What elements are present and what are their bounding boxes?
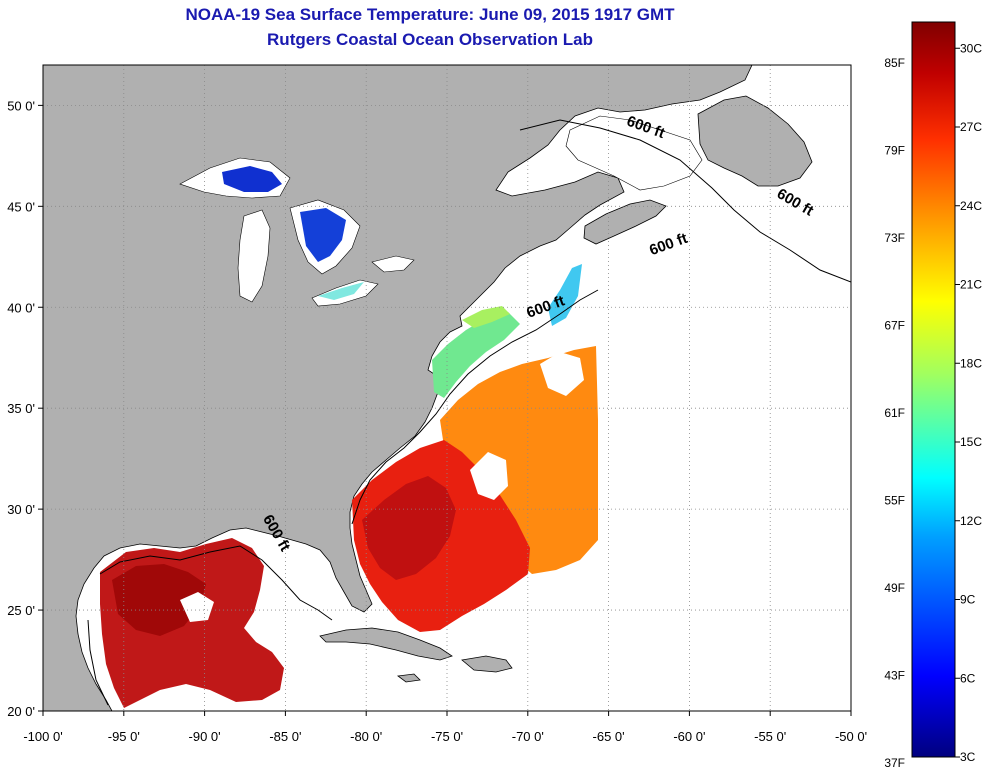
colorbar-c-label: 6C — [960, 671, 976, 685]
colorbar-f-label: 37F — [884, 756, 905, 770]
cloud-patch — [540, 352, 584, 396]
lon-tick-label: -60 0' — [673, 729, 705, 744]
colorbar-f-label: 79F — [884, 143, 905, 157]
lon-tick-label: -90 0' — [189, 729, 221, 744]
map-title: NOAA-19 Sea Surface Temperature: June 09… — [185, 5, 675, 24]
lon-tick-label: -80 0' — [350, 729, 382, 744]
map-grid — [38, 65, 852, 716]
colorbar-c-label: 30C — [960, 41, 982, 55]
colorbar-f-label: 43F — [884, 668, 905, 682]
colorbar-f-label: 49F — [884, 581, 905, 595]
sst-lake-huron — [300, 208, 346, 262]
sst-gulf-darkred — [112, 564, 206, 636]
colorbar-fahrenheit-labels: 85F 79F 73F 67F 61F 55F 49F 43F 37F — [884, 56, 905, 770]
colorbar-c-label: 18C — [960, 356, 982, 370]
cloud-patch — [180, 592, 214, 622]
land-nova-scotia — [583, 199, 667, 245]
sst-nj-shelf — [462, 306, 510, 328]
isobath-line — [351, 289, 599, 525]
colorbar-c-label: 24C — [960, 199, 982, 213]
isobath-line — [87, 619, 109, 706]
colorbar-f-label: 55F — [884, 493, 905, 507]
lon-tick-label: -75 0' — [431, 729, 463, 744]
land-jamaica — [396, 673, 421, 683]
colorbar-celsius-labels: 30C 27C 24C 21C 18C 15C 12C 9C 6C 3C — [955, 41, 982, 764]
lon-tick-label: -50 0' — [835, 729, 867, 744]
isobath-line — [519, 119, 851, 283]
sst-scotian-shelf — [548, 264, 582, 326]
lat-tick-label: 40 0' — [7, 300, 35, 315]
colorbar-c-label: 12C — [960, 514, 982, 528]
lake-michigan — [237, 209, 271, 303]
latitude-axis: 20 0' 25 0' 30 0' 35 0' 40 0' 45 0' 50 0' — [7, 98, 35, 719]
lon-tick-label: -100 0' — [23, 729, 62, 744]
longitude-axis: -100 0' -95 0' -90 0' -85 0' -80 0' -75 0' -70… — [23, 729, 867, 744]
lat-tick-label: 45 0' — [7, 199, 35, 214]
colorbar-c-label: 15C — [960, 435, 982, 449]
lake-ontario — [371, 255, 415, 273]
colorbar-f-label: 67F — [884, 318, 905, 332]
lon-tick-label: -65 0' — [593, 729, 625, 744]
lon-tick-label: -85 0' — [269, 729, 301, 744]
cloud-patch — [470, 452, 508, 500]
land-newfoundland — [697, 95, 813, 187]
land-cuba — [319, 627, 453, 661]
lat-tick-label: 25 0' — [7, 603, 35, 618]
lat-tick-label: 20 0' — [7, 704, 35, 719]
colorbar-c-label: 21C — [960, 278, 982, 292]
sst-lake-erie — [318, 282, 364, 300]
lon-tick-label: -55 0' — [754, 729, 786, 744]
colorbar-c-label: 27C — [960, 120, 982, 134]
lat-tick-label: 35 0' — [7, 401, 35, 416]
colorbar — [911, 21, 956, 758]
sst-southeast-darkred — [362, 476, 456, 580]
map-border — [42, 64, 852, 712]
lon-tick-label: -70 0' — [512, 729, 544, 744]
lat-tick-label: 30 0' — [7, 502, 35, 517]
lat-tick-label: 50 0' — [7, 98, 35, 113]
colorbar-f-label: 61F — [884, 406, 905, 420]
sst-mid-atlantic-shelf — [432, 312, 520, 398]
colorbar-f-label: 73F — [884, 231, 905, 245]
sst-gulf-stream-orange — [440, 346, 598, 574]
isobath-line — [99, 545, 333, 621]
land-north-america — [43, 65, 753, 711]
colorbar-c-label: 9C — [960, 593, 976, 607]
land-hispaniola — [461, 655, 513, 673]
colorbar-c-label: 3C — [960, 750, 976, 764]
lon-tick-label: -95 0' — [108, 729, 140, 744]
gulf-st-lawrence — [565, 115, 703, 191]
sst-great-lakes — [222, 166, 282, 192]
map-subtitle: Rutgers Coastal Ocean Observation Lab — [267, 30, 593, 49]
colorbar-f-label: 85F — [884, 56, 905, 70]
